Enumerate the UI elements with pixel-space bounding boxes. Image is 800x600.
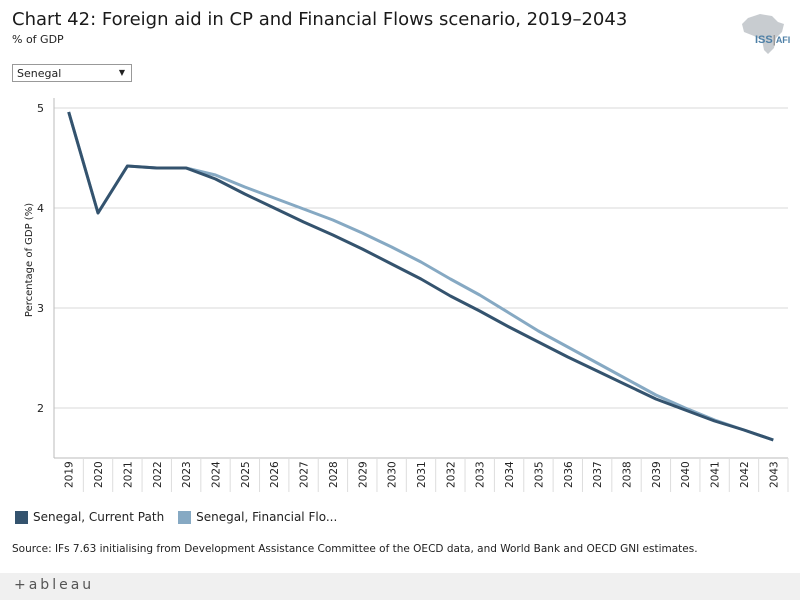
- x-tick-label-2032: 2032: [445, 461, 457, 488]
- x-tick-label-2043: 2043: [768, 461, 780, 488]
- logo-text-sep: |: [773, 34, 776, 46]
- source-note: Source: IFs 7.63 initialising from Devel…: [12, 543, 698, 555]
- iss-afi-logo: ISS|AFI: [742, 14, 790, 54]
- legend-label-current-path: Senegal, Current Path: [33, 510, 165, 524]
- svg-text:ISS|AFI: ISS|AFI: [755, 34, 790, 46]
- legend-item-current-path[interactable]: Senegal, Current Path: [15, 510, 164, 524]
- x-tick-label-2019: 2019: [64, 461, 76, 488]
- legend-swatch-financial-flows: [178, 510, 192, 524]
- tableau-footer: +ableau: [0, 573, 800, 600]
- x-tick-label-2020: 2020: [93, 461, 105, 488]
- series-layer: [67, 111, 774, 442]
- x-tick-label-2022: 2022: [152, 461, 164, 488]
- country-dropdown[interactable]: Senegal ▼: [12, 64, 132, 82]
- x-tick-label-2036: 2036: [563, 461, 575, 488]
- series-line-current-path[interactable]: [67, 111, 774, 442]
- legend-label-financial-flows: Senegal, Financial Flo...: [196, 510, 338, 524]
- y-tick-label-3: 3: [37, 302, 44, 315]
- x-tick-label-2028: 2028: [328, 461, 340, 488]
- y-tick-label-5: 5: [37, 102, 44, 115]
- logo-text-main: ISS: [755, 34, 773, 46]
- y-tick-label-4: 4: [37, 202, 44, 215]
- legend: Senegal, Current Path Senegal, Financial…: [15, 510, 337, 524]
- x-tick-label-2033: 2033: [475, 461, 487, 488]
- line-chart: 2 3 4 5 2019 2020 2021 2022 2023 2024 2025 2026 2027…: [24, 98, 789, 492]
- x-tick-label-2027: 2027: [299, 461, 311, 488]
- x-tick-label-2026: 2026: [269, 461, 281, 488]
- x-tick-label-2042: 2042: [739, 461, 751, 488]
- x-tick-label-2025: 2025: [240, 461, 252, 488]
- x-tick-label-2029: 2029: [357, 461, 369, 488]
- logo-text-sub: AFI: [776, 35, 790, 45]
- axis-layer: 2 3 4 5 2019 2020 2021 2022 2023 2024 2025 2026 2027…: [37, 98, 789, 492]
- legend-item-financial-flows[interactable]: Senegal, Financial Flo...: [178, 510, 337, 524]
- legend-swatch-current-path: [15, 510, 28, 524]
- chevron-down-icon: ▼: [118, 68, 125, 77]
- y-axis-label: Percentage of GDP (%): [24, 203, 35, 317]
- x-tick-label-2038: 2038: [622, 461, 634, 488]
- y-tick-label-2: 2: [37, 402, 44, 415]
- grid-layer: [54, 107, 788, 409]
- x-tick-label-2023: 2023: [181, 461, 193, 488]
- x-tick-label-2035: 2035: [533, 461, 545, 488]
- chart-title: Chart 42: Foreign aid in CP and Financia…: [12, 9, 628, 30]
- x-tick-label-2030: 2030: [387, 461, 399, 488]
- x-tick-label-2040: 2040: [680, 461, 692, 488]
- x-tick-label-2041: 2041: [710, 461, 722, 488]
- x-tick-label-2037: 2037: [592, 461, 604, 488]
- x-tick-label-2021: 2021: [122, 461, 134, 488]
- africa-map-icon: [742, 14, 784, 54]
- x-tick-label-2039: 2039: [651, 461, 663, 488]
- x-tick-label-2031: 2031: [416, 461, 428, 488]
- tableau-logo[interactable]: +ableau: [14, 577, 95, 593]
- x-tick-label-2024: 2024: [210, 461, 222, 488]
- x-tick-label-2034: 2034: [504, 461, 516, 488]
- series-line-financial-flows[interactable]: [67, 111, 774, 442]
- country-dropdown-value: Senegal: [17, 67, 62, 80]
- chart-subtitle: % of GDP: [12, 33, 64, 46]
